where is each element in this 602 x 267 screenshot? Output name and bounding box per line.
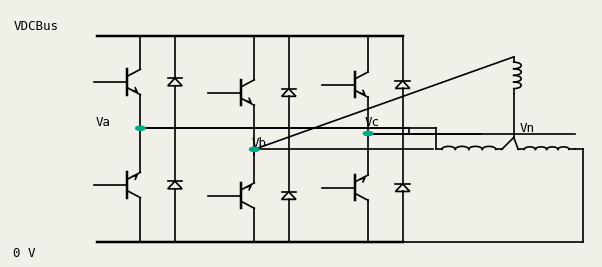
Text: VDCBus: VDCBus	[13, 20, 58, 33]
Text: Vn: Vn	[520, 122, 535, 135]
Text: Va: Va	[96, 116, 110, 129]
Text: Vb: Vb	[251, 137, 266, 150]
Circle shape	[249, 147, 259, 151]
Circle shape	[364, 131, 373, 136]
Circle shape	[135, 126, 145, 130]
Text: Vc: Vc	[365, 116, 380, 129]
Text: 0 V: 0 V	[13, 247, 36, 260]
